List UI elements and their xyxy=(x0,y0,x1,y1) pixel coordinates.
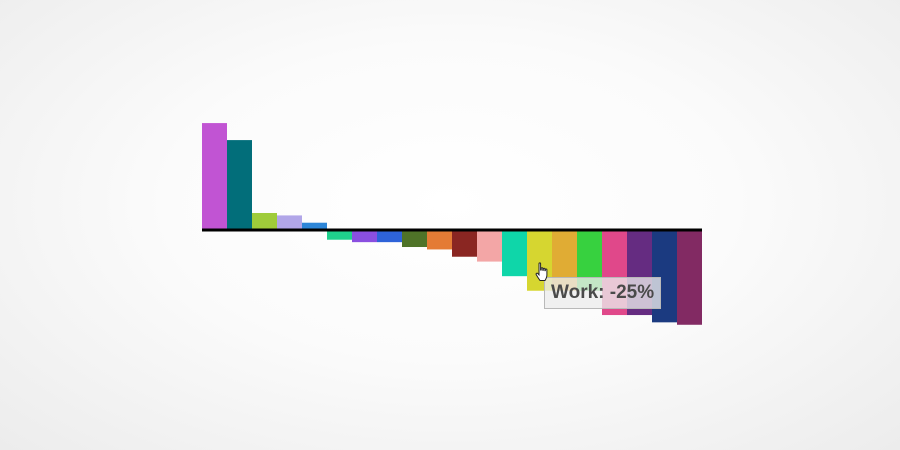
bars-group xyxy=(202,123,702,325)
bar-tooltip: Work: -25% xyxy=(544,277,662,309)
bar-6[interactable] xyxy=(327,230,352,240)
bar-1[interactable] xyxy=(202,123,227,230)
bar-2[interactable] xyxy=(227,140,252,230)
bar-12[interactable] xyxy=(477,230,502,262)
bar-3[interactable] xyxy=(252,212,277,230)
bar-8[interactable] xyxy=(377,230,402,243)
pointer-hand-icon xyxy=(535,262,548,281)
bar-9[interactable] xyxy=(402,230,427,248)
bar-7[interactable] xyxy=(352,230,377,243)
bar-4[interactable] xyxy=(277,215,302,230)
bar-20[interactable] xyxy=(677,230,702,325)
bar-10[interactable] xyxy=(427,230,452,250)
bar-5[interactable] xyxy=(302,222,327,230)
bar-11[interactable] xyxy=(452,230,477,257)
bar-13[interactable] xyxy=(502,230,527,277)
